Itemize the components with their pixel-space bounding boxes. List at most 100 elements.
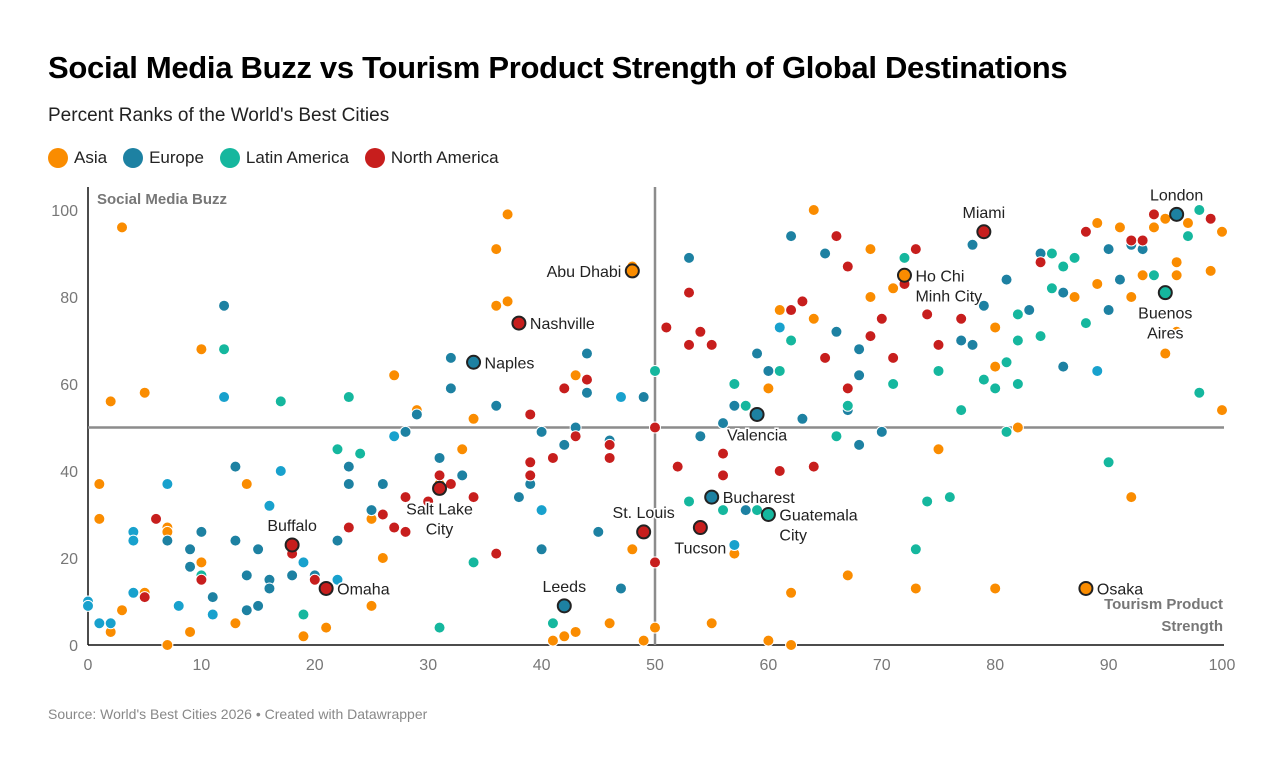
data-point-other[interactable] [331, 573, 344, 586]
data-point-europe[interactable] [1102, 243, 1115, 256]
data-point-latin-america[interactable] [546, 617, 559, 630]
data-point-asia[interactable] [626, 543, 639, 556]
data-point-asia[interactable] [501, 295, 514, 308]
data-point-asia[interactable] [1147, 221, 1160, 234]
highlighted-point-ho-chi-minh-city[interactable] [896, 267, 912, 283]
data-point-north-america[interactable] [603, 438, 616, 451]
highlighted-point-london[interactable] [1169, 206, 1185, 222]
data-point-north-america[interactable] [195, 573, 208, 586]
data-point-latin-america[interactable] [1057, 260, 1070, 273]
data-point-europe[interactable] [853, 369, 866, 382]
data-point-europe[interactable] [444, 382, 457, 395]
data-point-europe[interactable] [1000, 273, 1013, 286]
data-point-latin-america[interactable] [1102, 456, 1115, 469]
data-point-latin-america[interactable] [218, 343, 231, 356]
data-point-europe[interactable] [694, 430, 707, 443]
data-point-north-america[interactable] [773, 465, 786, 477]
data-point-asia[interactable] [989, 360, 1002, 373]
data-point-europe[interactable] [637, 391, 650, 404]
data-point-asia[interactable] [195, 556, 208, 569]
data-point-asia[interactable] [1204, 264, 1217, 277]
data-point-asia[interactable] [649, 621, 661, 634]
data-point-north-america[interactable] [490, 547, 503, 560]
data-point-north-america[interactable] [376, 508, 389, 521]
data-point-north-america[interactable] [830, 230, 843, 243]
data-point-europe[interactable] [490, 399, 503, 412]
data-point-asia[interactable] [1136, 269, 1149, 282]
data-point-north-america[interactable] [705, 338, 718, 351]
data-point-latin-america[interactable] [1147, 269, 1160, 282]
data-point-latin-america[interactable] [717, 504, 730, 517]
highlighted-point-salt-lake-city[interactable] [432, 480, 448, 496]
data-point-north-america[interactable] [1136, 234, 1149, 247]
data-point-north-america[interactable] [399, 525, 412, 538]
data-point-europe[interactable] [751, 347, 764, 360]
data-point-asia[interactable] [456, 443, 469, 456]
data-point-north-america[interactable] [841, 260, 854, 273]
data-point-other[interactable] [263, 499, 276, 512]
highlighted-point-naples[interactable] [466, 354, 482, 370]
data-point-asia[interactable] [841, 569, 854, 582]
data-point-asia[interactable] [864, 243, 877, 256]
data-point-latin-america[interactable] [1000, 425, 1013, 438]
data-point-other[interactable] [172, 599, 185, 612]
data-point-europe[interactable] [535, 425, 548, 438]
data-point-europe[interactable] [229, 460, 242, 473]
data-point-north-america[interactable] [388, 521, 401, 534]
data-point-north-america[interactable] [1204, 212, 1217, 225]
data-point-north-america[interactable] [546, 451, 559, 464]
data-point-asia[interactable] [490, 299, 503, 312]
data-point-north-america[interactable] [524, 469, 537, 482]
data-point-latin-america[interactable] [342, 391, 355, 404]
data-point-europe[interactable] [966, 238, 979, 251]
data-point-north-america[interactable] [569, 430, 582, 443]
data-point-other[interactable] [1091, 364, 1104, 377]
data-point-asia[interactable] [1170, 269, 1183, 282]
data-point-other[interactable] [297, 556, 310, 569]
data-point-north-america[interactable] [649, 421, 661, 434]
data-point-europe[interactable] [252, 543, 265, 556]
highlighted-point-omaha[interactable] [318, 580, 334, 596]
data-point-asia[interactable] [195, 343, 208, 356]
data-point-other[interactable] [161, 478, 174, 491]
data-point-europe[interactable] [977, 299, 990, 312]
data-point-europe[interactable] [853, 438, 866, 451]
data-point-asia[interactable] [161, 639, 174, 651]
data-point-asia[interactable] [773, 304, 786, 317]
data-point-other[interactable] [218, 391, 231, 404]
data-point-latin-america[interactable] [1068, 251, 1081, 264]
data-point-asia[interactable] [909, 582, 922, 595]
data-point-north-america[interactable] [864, 330, 877, 343]
data-point-latin-america[interactable] [331, 443, 344, 456]
data-point-europe[interactable] [580, 386, 593, 399]
data-point-asia[interactable] [989, 582, 1002, 595]
data-point-europe[interactable] [433, 451, 446, 464]
data-point-asia[interactable] [490, 243, 503, 256]
data-point-north-america[interactable] [819, 351, 832, 364]
data-point-asia[interactable] [546, 634, 559, 647]
legend-item-north-america[interactable]: North America [364, 148, 499, 168]
data-point-latin-america[interactable] [909, 543, 922, 556]
data-point-north-america[interactable] [422, 495, 435, 508]
legend-item-europe[interactable]: Europe [123, 148, 204, 168]
data-point-latin-america[interactable] [467, 556, 480, 569]
data-point-asia[interactable] [1091, 217, 1104, 230]
data-point-north-america[interactable] [887, 351, 900, 364]
data-point-north-america[interactable] [717, 447, 730, 460]
data-point-north-america[interactable] [399, 491, 412, 504]
data-point-latin-america[interactable] [1011, 378, 1024, 390]
data-point-latin-america[interactable] [683, 495, 696, 508]
data-point-north-america[interactable] [444, 478, 457, 491]
data-point-north-america[interactable] [649, 556, 661, 569]
data-point-north-america[interactable] [875, 312, 888, 325]
data-point-latin-america[interactable] [1011, 334, 1024, 347]
data-point-asia[interactable] [116, 221, 129, 234]
data-point-asia[interactable] [1113, 221, 1126, 234]
highlighted-point-osaka[interactable] [1078, 580, 1094, 596]
highlighted-point-miami[interactable] [976, 224, 992, 240]
data-point-asia[interactable] [705, 617, 718, 630]
data-point-europe[interactable] [1102, 304, 1115, 317]
data-point-asia[interactable] [1125, 291, 1138, 303]
highlighted-point-valencia[interactable] [749, 406, 765, 422]
data-point-asia[interactable] [1159, 347, 1172, 360]
